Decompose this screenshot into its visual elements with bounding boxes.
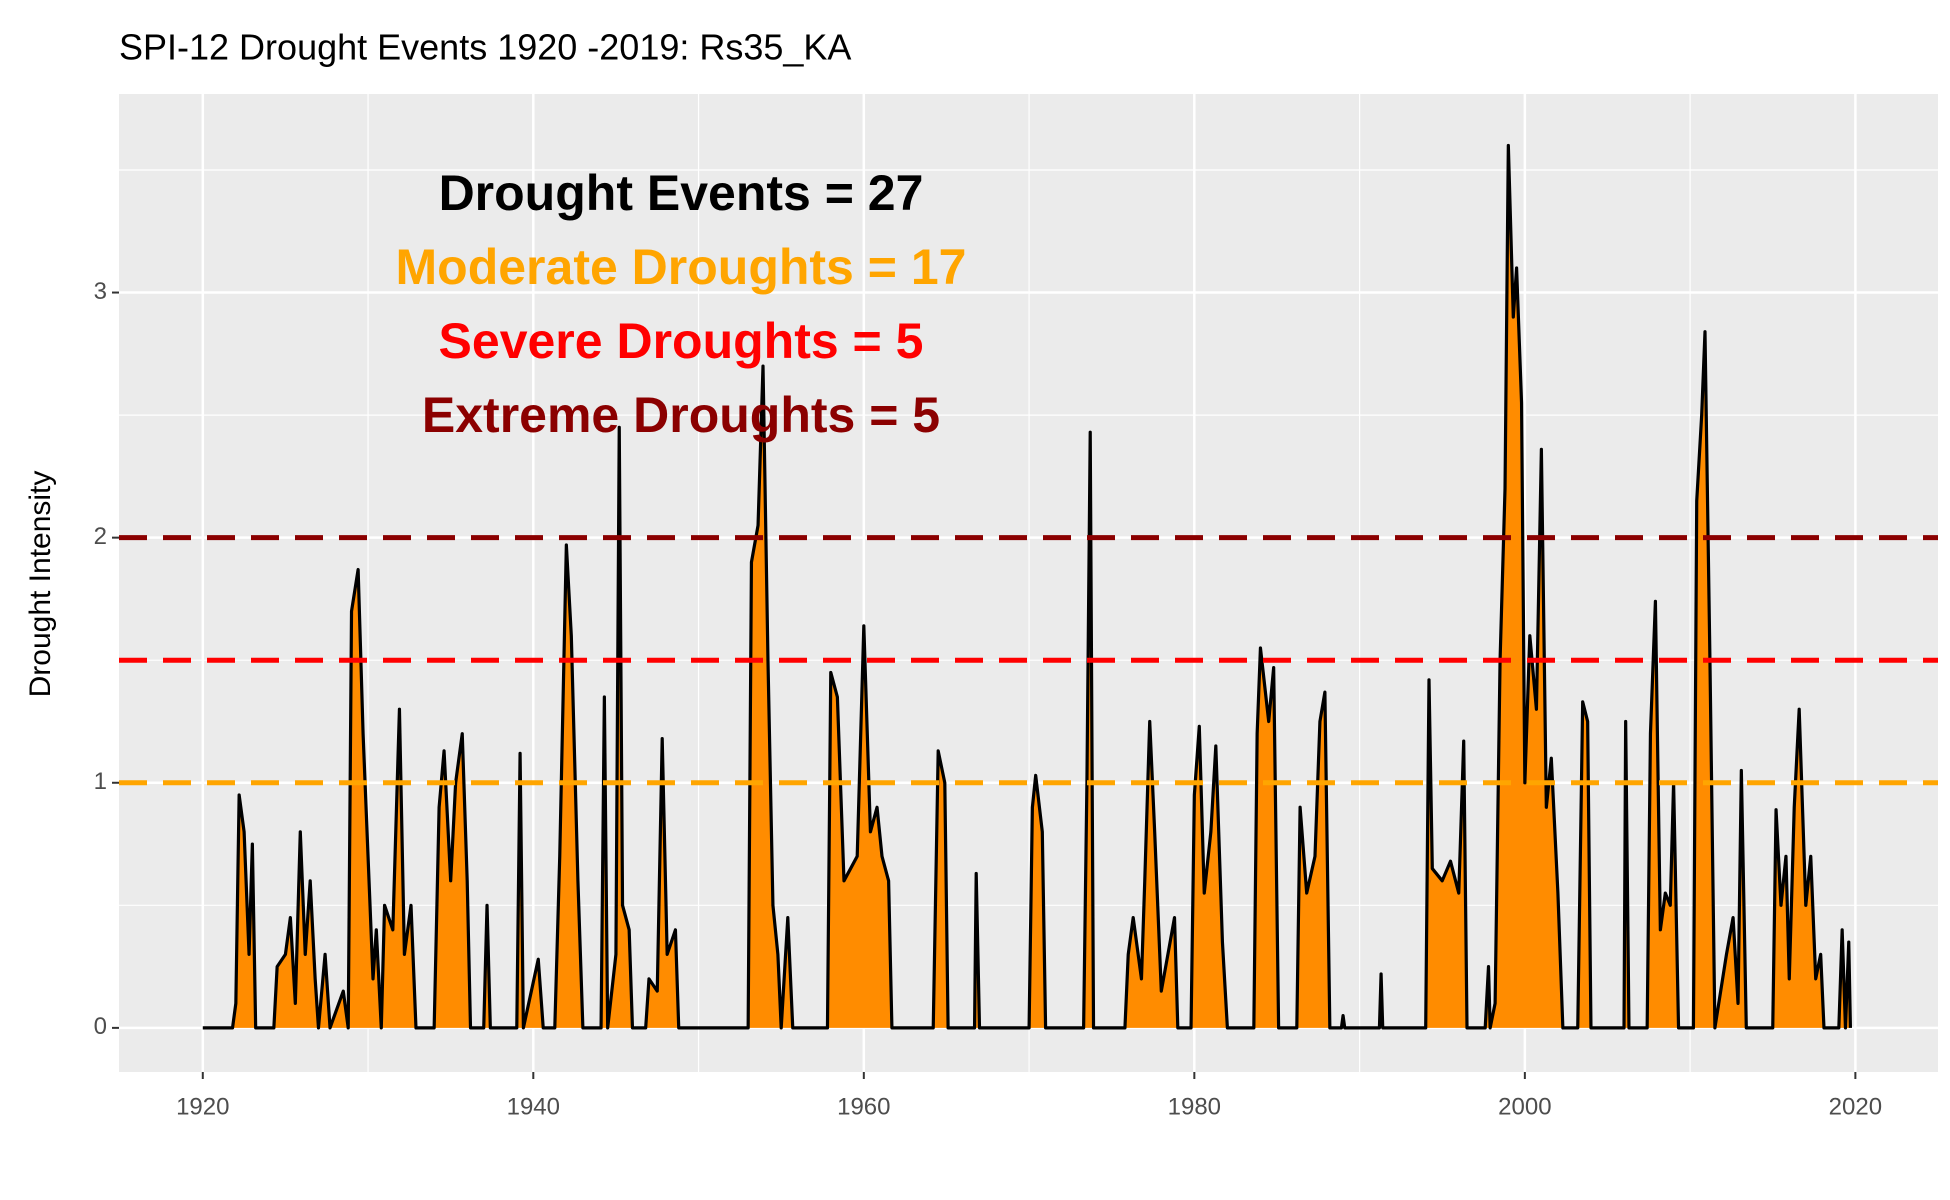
annotation: Drought Events = 27	[439, 165, 924, 221]
y-tick-label: 2	[94, 523, 107, 550]
x-tick-label: 1940	[507, 1093, 560, 1120]
x-tick-label: 2020	[1829, 1093, 1882, 1120]
chart-title: SPI-12 Drought Events 1920 -2019: Rs35_K…	[119, 27, 851, 68]
y-axis-label: Drought Intensity	[24, 471, 57, 698]
y-tick-label: 1	[94, 768, 107, 795]
x-tick-label: 2000	[1498, 1093, 1551, 1120]
x-tick-label: 1960	[837, 1093, 890, 1120]
annotation: Moderate Droughts = 17	[396, 239, 967, 295]
annotation: Severe Droughts = 5	[439, 313, 924, 369]
annotation: Extreme Droughts = 5	[422, 387, 940, 443]
area	[202, 145, 1851, 1028]
y-tick-label: 0	[94, 1013, 107, 1040]
line	[202, 143, 1853, 1030]
x-tick-label: 1920	[176, 1093, 229, 1120]
x-tick-label: 1980	[1168, 1093, 1221, 1120]
y-tick-label: 3	[94, 278, 107, 305]
